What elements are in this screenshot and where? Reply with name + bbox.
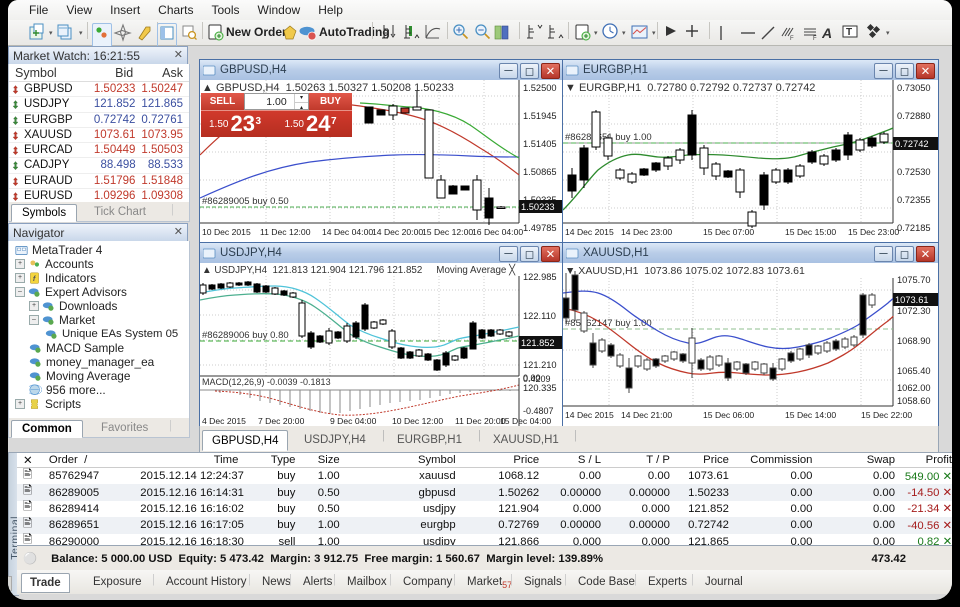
svg-text:14 Dec 04:00: 14 Dec 04:00 — [322, 227, 373, 237]
svg-text:15 Dec 07:00: 15 Dec 07:00 — [703, 227, 754, 237]
svg-text:T: T — [846, 27, 852, 38]
svg-text:1075.70: 1075.70 — [897, 275, 931, 285]
svg-text:0.72185: 0.72185 — [897, 223, 931, 233]
svg-text:7 Dec 20:00: 7 Dec 20:00 — [258, 416, 305, 426]
svg-text:1068.90: 1068.90 — [897, 336, 931, 346]
svg-text:1073.61: 1073.61 — [895, 295, 929, 305]
svg-text:0.00: 0.00 — [523, 373, 541, 383]
svg-text:11 Dec 20:00: 11 Dec 20:00 — [455, 416, 506, 426]
svg-text:15 Dec 22:00: 15 Dec 22:00 — [861, 410, 912, 420]
svg-text:1072.30: 1072.30 — [897, 306, 931, 316]
svg-text:9 Dec 04:00: 9 Dec 04:00 — [330, 416, 377, 426]
svg-text:F: F — [813, 36, 817, 42]
svg-text:1.51945: 1.51945 — [523, 111, 557, 121]
svg-text:10 Dec 2015: 10 Dec 2015 — [202, 227, 251, 237]
svg-text:14 Dec 2015: 14 Dec 2015 — [565, 227, 614, 237]
svg-text:1.51405: 1.51405 — [523, 139, 557, 149]
svg-text:15 Dec 04:00: 15 Dec 04:00 — [500, 416, 551, 426]
svg-text:16 Dec 04:00: 16 Dec 04:00 — [472, 227, 523, 237]
svg-text:-0.4807: -0.4807 — [523, 406, 554, 416]
svg-text:F: F — [790, 36, 794, 42]
svg-text:1.50865: 1.50865 — [523, 167, 557, 177]
svg-text:1.52500: 1.52500 — [523, 83, 557, 93]
svg-text:122.110: 122.110 — [523, 311, 556, 321]
svg-text:0.72742: 0.72742 — [895, 139, 929, 149]
svg-text:14 Dec 20:00: 14 Dec 20:00 — [372, 227, 423, 237]
svg-text:4 Dec 2015: 4 Dec 2015 — [202, 416, 246, 426]
svg-text:15 Dec 15:00: 15 Dec 15:00 — [785, 227, 836, 237]
svg-text:1062.00: 1062.00 — [897, 383, 931, 393]
svg-text:MACD(12,26,9) -0.0039 -0.1813: MACD(12,26,9) -0.0039 -0.1813 — [202, 377, 331, 387]
svg-text:0.72880: 0.72880 — [897, 111, 931, 121]
svg-text:1058.60: 1058.60 — [897, 396, 931, 406]
svg-text:#86289006 buy 0.80: #86289006 buy 0.80 — [202, 330, 289, 341]
svg-text:10 Dec 12:00: 10 Dec 12:00 — [392, 416, 443, 426]
svg-text:15 Dec 06:00: 15 Dec 06:00 — [703, 410, 754, 420]
svg-text:11 Dec 12:00: 11 Dec 12:00 — [260, 227, 311, 237]
svg-text:#86289005 buy 0.50: #86289005 buy 0.50 — [202, 196, 289, 207]
svg-text:122.985: 122.985 — [523, 272, 557, 282]
svg-text:0.72355: 0.72355 — [897, 195, 931, 205]
svg-text:120.335: 120.335 — [523, 383, 557, 393]
svg-text:15 Dec 12:00: 15 Dec 12:00 — [422, 227, 473, 237]
svg-text:0.73050: 0.73050 — [897, 83, 931, 93]
svg-text:15 Dec 23:00: 15 Dec 23:00 — [848, 227, 899, 237]
svg-text:1065.40: 1065.40 — [897, 366, 931, 376]
svg-text:14 Dec 21:00: 14 Dec 21:00 — [621, 410, 672, 420]
svg-text:14 Dec 23:00: 14 Dec 23:00 — [621, 227, 672, 237]
svg-text:121.210: 121.210 — [523, 360, 557, 370]
svg-text:0.72530: 0.72530 — [897, 167, 931, 177]
svg-text:14 Dec 2015: 14 Dec 2015 — [565, 410, 614, 420]
svg-text:15 Dec 14:00: 15 Dec 14:00 — [785, 410, 836, 420]
svg-text:1.49785: 1.49785 — [523, 223, 557, 233]
svg-text:121.852: 121.852 — [521, 338, 555, 348]
svg-text:1.50233: 1.50233 — [521, 202, 555, 212]
svg-text:A: A — [822, 25, 832, 41]
